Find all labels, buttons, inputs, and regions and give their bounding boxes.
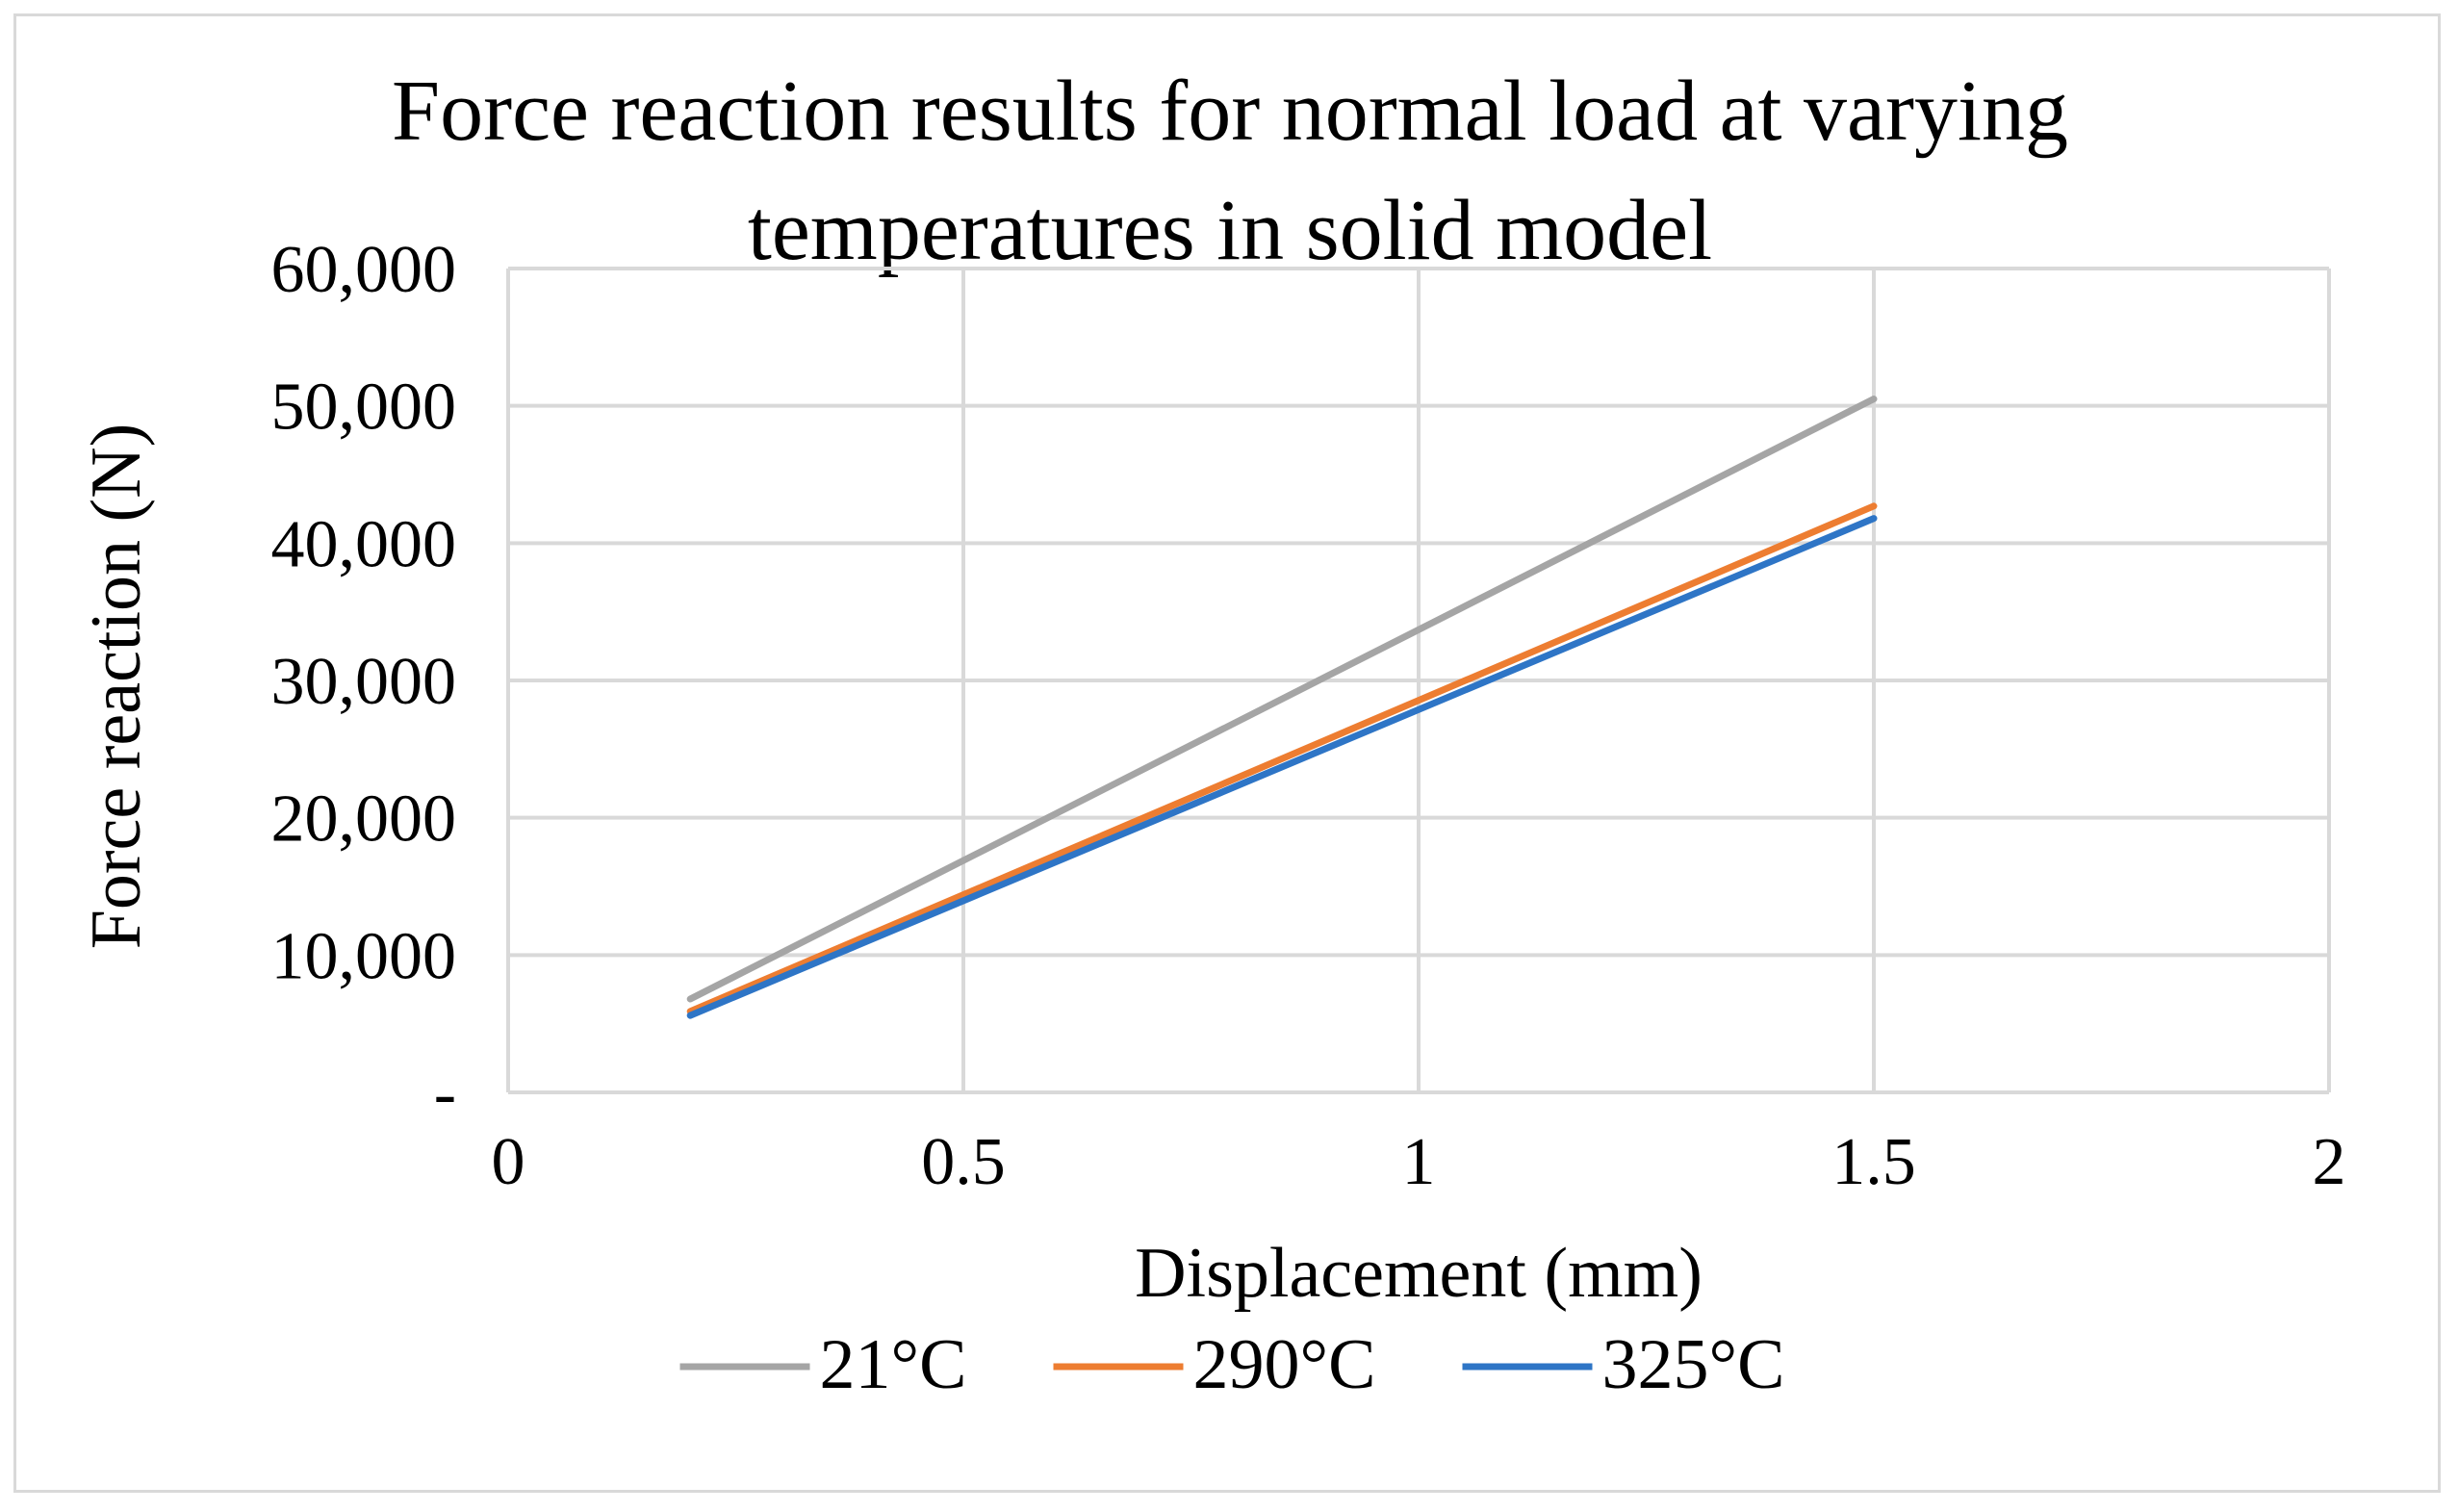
x-tick-label: 1 bbox=[1402, 1125, 1436, 1199]
series-line-325CC bbox=[686, 515, 1878, 1019]
y-axis-ticks: - 10,000 20,000 30,000 40,000 50,000 60,000 bbox=[271, 233, 457, 1131]
y-tick-label: 60,000 bbox=[271, 233, 457, 307]
series-line-21CC bbox=[686, 396, 1878, 1003]
x-tick-label: 0 bbox=[492, 1125, 525, 1199]
legend-label: 290°C bbox=[1193, 1325, 1376, 1404]
x-axis-ticks: 0 0.5 1 1.5 2 bbox=[492, 1125, 2346, 1199]
legend-label: 325°C bbox=[1602, 1325, 1785, 1404]
series-lines bbox=[686, 396, 1878, 1019]
y-tick-label: - bbox=[434, 1057, 456, 1131]
chart-svg: Force reaction results for normal load a… bbox=[77, 64, 2346, 1404]
chart-frame: Force reaction results for normal load a… bbox=[13, 13, 2441, 1493]
legend: 21°C 290°C 325°C bbox=[679, 1325, 1785, 1404]
chart-title: Force reaction results for normal load a… bbox=[392, 64, 2068, 278]
y-tick-label: 10,000 bbox=[271, 919, 457, 993]
chart-title-line-2: temperatures in solid model bbox=[748, 183, 1712, 278]
y-tick-label: 40,000 bbox=[271, 507, 457, 581]
y-tick-label: 50,000 bbox=[271, 371, 457, 445]
y-tick-label: 20,000 bbox=[271, 782, 457, 857]
x-axis-label: Displacement (mm) bbox=[1135, 1234, 1703, 1313]
legend-label: 21°C bbox=[820, 1325, 967, 1404]
x-tick-label: 0.5 bbox=[921, 1125, 1006, 1199]
x-tick-label: 1.5 bbox=[1831, 1125, 1916, 1199]
chart-title-line-1: Force reaction results for normal load a… bbox=[392, 64, 2068, 159]
y-axis-label: Force reaction (N) bbox=[77, 423, 156, 950]
y-tick-label: 30,000 bbox=[271, 645, 457, 719]
x-tick-label: 2 bbox=[2313, 1125, 2346, 1199]
series-line-290CC bbox=[686, 502, 1878, 1015]
gridlines bbox=[506, 267, 2331, 1094]
